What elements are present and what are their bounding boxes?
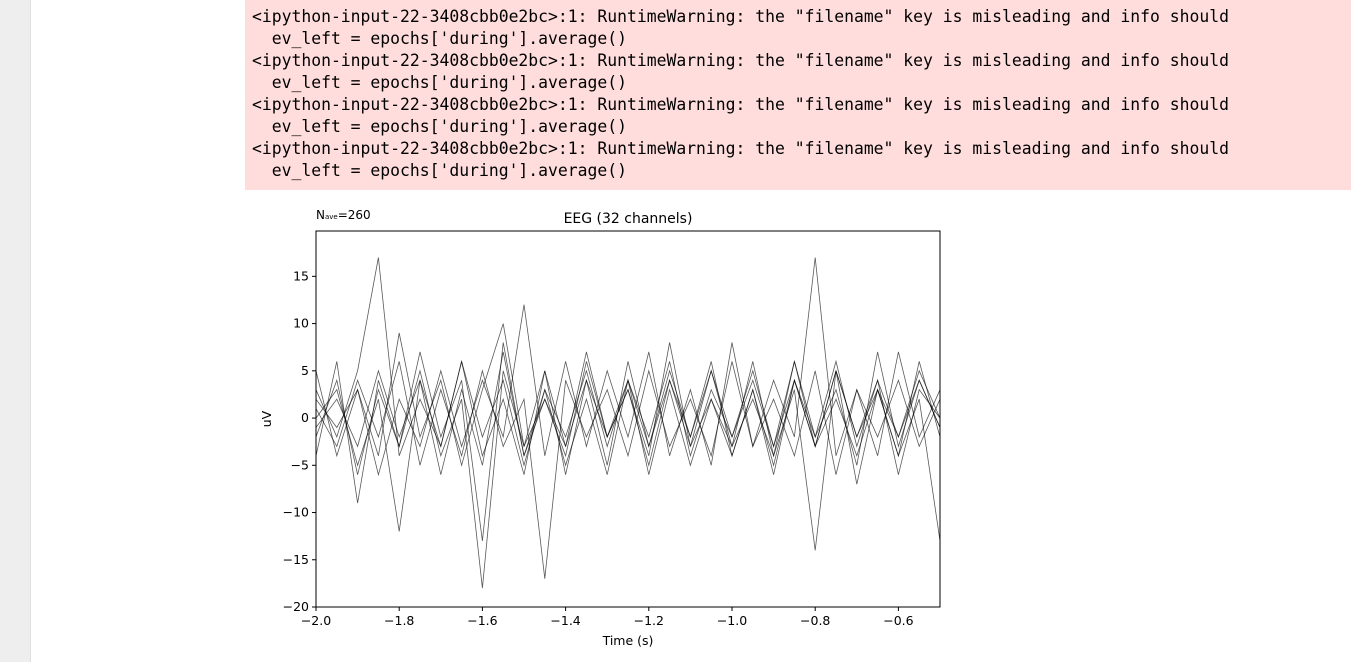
- x-tick-label: −1.4: [550, 613, 580, 628]
- trace: [316, 257, 940, 579]
- y-tick-label: −5: [291, 457, 309, 472]
- x-axis-label: Time (s): [602, 633, 654, 648]
- annotation-sub: ave: [325, 213, 338, 221]
- annotation: Nave=260: [316, 208, 371, 222]
- warning-code: ev_left = epochs['during'].average(): [252, 73, 627, 92]
- warning-code: ev_left = epochs['during'].average(): [252, 29, 627, 48]
- trace: [316, 351, 940, 551]
- y-tick-label: −10: [283, 505, 309, 520]
- warning-output: <ipython-input-22-3408cbb0e2bc>:1: Runti…: [245, 0, 1351, 190]
- y-tick-label: 0: [301, 410, 309, 425]
- trace: [316, 323, 940, 475]
- warning-line: <ipython-input-22-3408cbb0e2bc>:1: Runti…: [252, 51, 1229, 70]
- warning-code: ev_left = epochs['during'].average(): [252, 161, 627, 180]
- warning-line: <ipython-input-22-3408cbb0e2bc>:1: Runti…: [252, 139, 1229, 158]
- plot-frame: [315, 230, 941, 608]
- chart: −2.0 −1.8 −1.6 −1.4 −1.2 −1.0 −0.8 −0.6 −20 −15 −1…: [259, 208, 941, 648]
- y-tick-label: 5: [301, 363, 309, 378]
- x-tick-label: −1.6: [467, 613, 497, 628]
- y-tick-label: −20: [283, 599, 309, 614]
- warning-code: ev_left = epochs['during'].average(): [252, 117, 627, 136]
- y-tick-label: 10: [293, 316, 309, 331]
- x-tick-label: −0.6: [883, 613, 913, 628]
- x-tick-label: −2.0: [301, 613, 331, 628]
- annotation-rest: =260: [338, 208, 371, 222]
- x-tick-label: −1.0: [717, 613, 747, 628]
- warning-line: <ipython-input-22-3408cbb0e2bc>:1: Runti…: [252, 7, 1229, 26]
- y-tick-label: −15: [283, 552, 309, 567]
- annotation-main: N: [316, 208, 325, 222]
- chart-title: EEG (32 channels): [564, 211, 693, 227]
- warning-line: <ipython-input-22-3408cbb0e2bc>:1: Runti…: [252, 95, 1229, 114]
- trace: [316, 351, 940, 475]
- traces: [316, 257, 940, 589]
- gutter: [0, 0, 31, 662]
- trace: [316, 304, 940, 477]
- trace: [316, 361, 940, 589]
- x-tick-label: −0.8: [800, 613, 830, 628]
- x-tick-label: −1.8: [384, 613, 414, 628]
- y-axis-label: uV: [259, 410, 274, 427]
- trace: [316, 342, 940, 541]
- y-tick-label: 15: [293, 268, 309, 283]
- x-tick-label: −1.2: [634, 613, 664, 628]
